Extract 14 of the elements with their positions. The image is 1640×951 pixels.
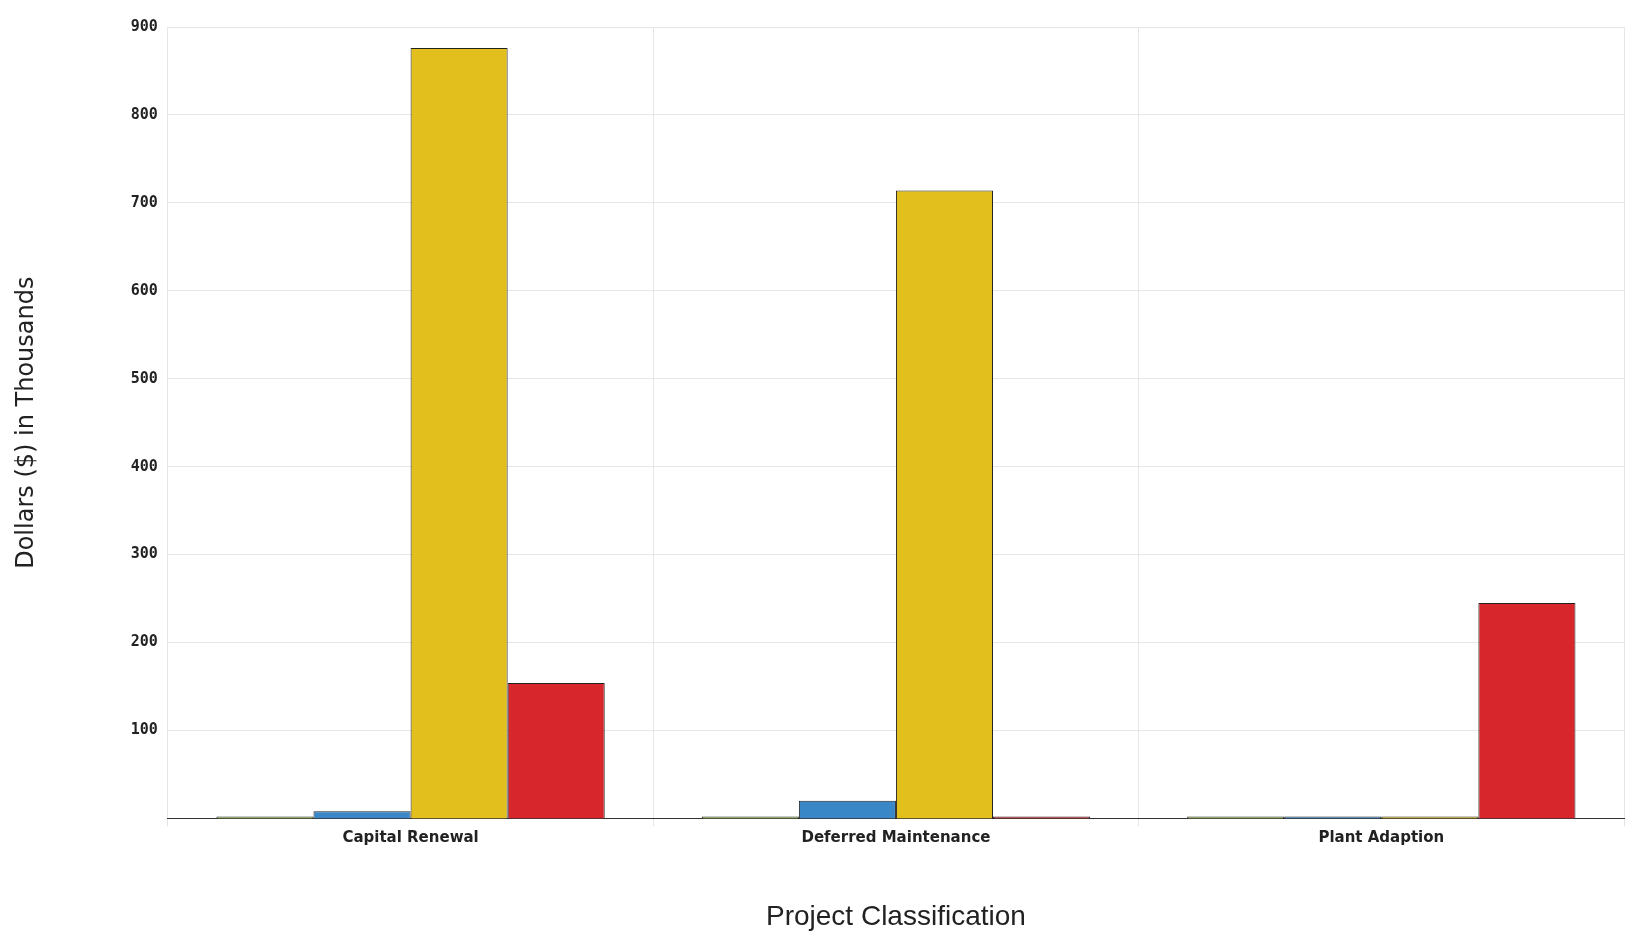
y-tick-label: 600 <box>130 280 158 299</box>
x-tick-label: Deferred Maintenance <box>801 828 991 847</box>
y-tick-label: 200 <box>130 632 158 651</box>
y-tick-label: 500 <box>130 368 158 387</box>
y-tick-label: 400 <box>130 456 158 475</box>
y-tick-label: 300 <box>130 544 158 563</box>
y-tick-label: 100 <box>130 720 158 739</box>
y-tick-label: 700 <box>130 192 158 211</box>
x-tick-label: Capital Renewal <box>342 828 479 847</box>
y-tick-label: 900 <box>130 16 158 35</box>
x-tick-label: Plant Adaption <box>1318 828 1445 847</box>
y-tick-label: 800 <box>130 104 158 123</box>
x-axis-title: Project Classification <box>766 899 1026 931</box>
y-axis-title: Dollars ($) in Thousands <box>10 276 39 569</box>
